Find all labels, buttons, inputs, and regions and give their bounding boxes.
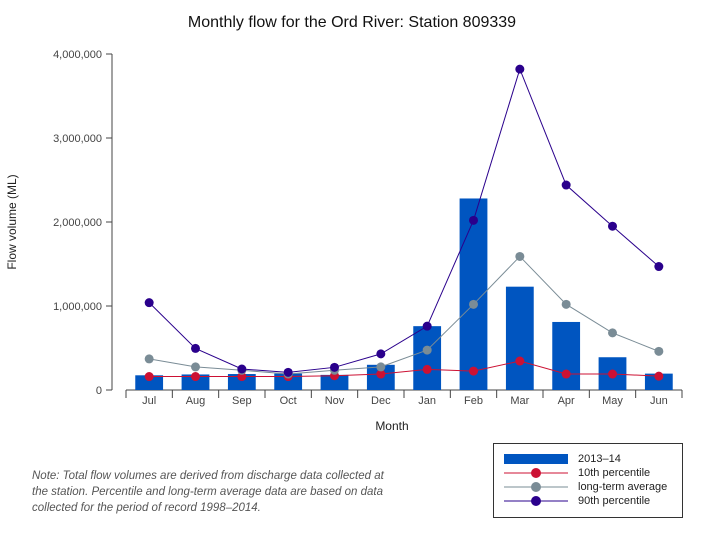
point-p90: [237, 364, 247, 374]
point-p90: [561, 180, 571, 190]
point-p90: [330, 362, 339, 372]
y-tick-label: 0: [96, 385, 102, 397]
y-tick-label: 1,000,000: [53, 301, 102, 313]
point-p10: [376, 369, 386, 379]
point-avg: [608, 328, 617, 338]
y-axis-title: Flow volume (ML): [5, 174, 19, 269]
point-p90: [376, 349, 386, 359]
point-p10: [422, 364, 432, 374]
x-tick-label: Sep: [232, 395, 252, 407]
point-avg: [561, 299, 571, 309]
point-p10: [144, 372, 154, 382]
legend-label-bar: 2013–14: [578, 453, 621, 465]
series-line-p90: [148, 67, 660, 373]
point-avg: [191, 362, 200, 372]
x-tick-label: Mar: [510, 395, 529, 407]
x-tick-label: Oct: [280, 395, 297, 407]
x-axis-title: Month: [375, 419, 408, 433]
point-avg: [654, 346, 664, 356]
bar-2013-14: [644, 373, 673, 390]
y-tick-label: 4,000,000: [53, 49, 102, 61]
x-tick-label: Aug: [186, 395, 206, 407]
bar-2013-14: [413, 326, 442, 390]
point-p90: [191, 343, 200, 353]
y-tick-label: 3,000,000: [53, 133, 102, 145]
legend-item-avg: long-term average: [502, 480, 682, 494]
point-p90: [654, 262, 664, 272]
x-tick-label: Apr: [558, 395, 575, 407]
x-tick-label: Jan: [418, 395, 436, 407]
bar-2013-14: [320, 374, 349, 390]
point-p90: [608, 221, 617, 231]
series-line-avg: [149, 255, 660, 375]
bar-2013-14: [135, 375, 164, 390]
point-p10: [654, 371, 664, 381]
x-tick-label: Jul: [142, 395, 156, 407]
series-line-p10: [149, 360, 659, 378]
point-p10: [469, 366, 478, 376]
bar-2013-14: [505, 286, 534, 390]
point-avg: [469, 299, 478, 309]
bar-2013-14: [274, 373, 303, 390]
point-p10: [237, 372, 247, 382]
legend-swatch-avg: [504, 482, 568, 492]
point-p90: [144, 298, 154, 308]
point-avg: [422, 345, 432, 355]
chart-title: Monthly flow for the Ord River: Station …: [187, 14, 517, 31]
legend-label-avg: long-term average: [578, 481, 668, 493]
point-avg: [376, 362, 386, 372]
point-p90: [283, 367, 293, 377]
point-p10: [191, 372, 200, 382]
point-p10: [608, 369, 617, 379]
x-tick-label: Feb: [464, 395, 483, 407]
legend-item-p10: 10th percentile: [502, 466, 682, 480]
legend-swatch-bar: [504, 454, 568, 464]
point-p10: [515, 356, 525, 366]
legend-swatch-p90: [504, 496, 568, 506]
legend-label-p10: 10th percentile: [578, 467, 651, 479]
legend-label-p90: 90th percentile: [578, 495, 651, 507]
point-p90: [469, 215, 478, 225]
point-p10: [561, 369, 571, 379]
point-avg: [515, 251, 525, 261]
x-tick-label: Jun: [650, 395, 668, 407]
legend-swatch-p10: [504, 468, 568, 478]
legend-item-bar: 2013–14: [502, 452, 682, 466]
point-p90: [422, 321, 432, 331]
point-p90: [515, 64, 525, 74]
bar-2013-14: [181, 374, 210, 390]
x-tick-label: May: [602, 395, 623, 407]
y-tick-label: 2,000,000: [53, 217, 102, 229]
chart-legend: 2013–14 10th percentile long-term averag…: [493, 443, 683, 518]
point-avg: [144, 354, 154, 364]
bar-2013-14: [227, 374, 256, 390]
x-tick-label: Nov: [325, 395, 345, 407]
bar-2013-14: [552, 321, 581, 390]
chart-note: Note: Total flow volumes are derived fro…: [32, 470, 384, 514]
legend-item-p90: 90th percentile: [502, 494, 682, 508]
x-tick-label: Dec: [371, 395, 391, 407]
